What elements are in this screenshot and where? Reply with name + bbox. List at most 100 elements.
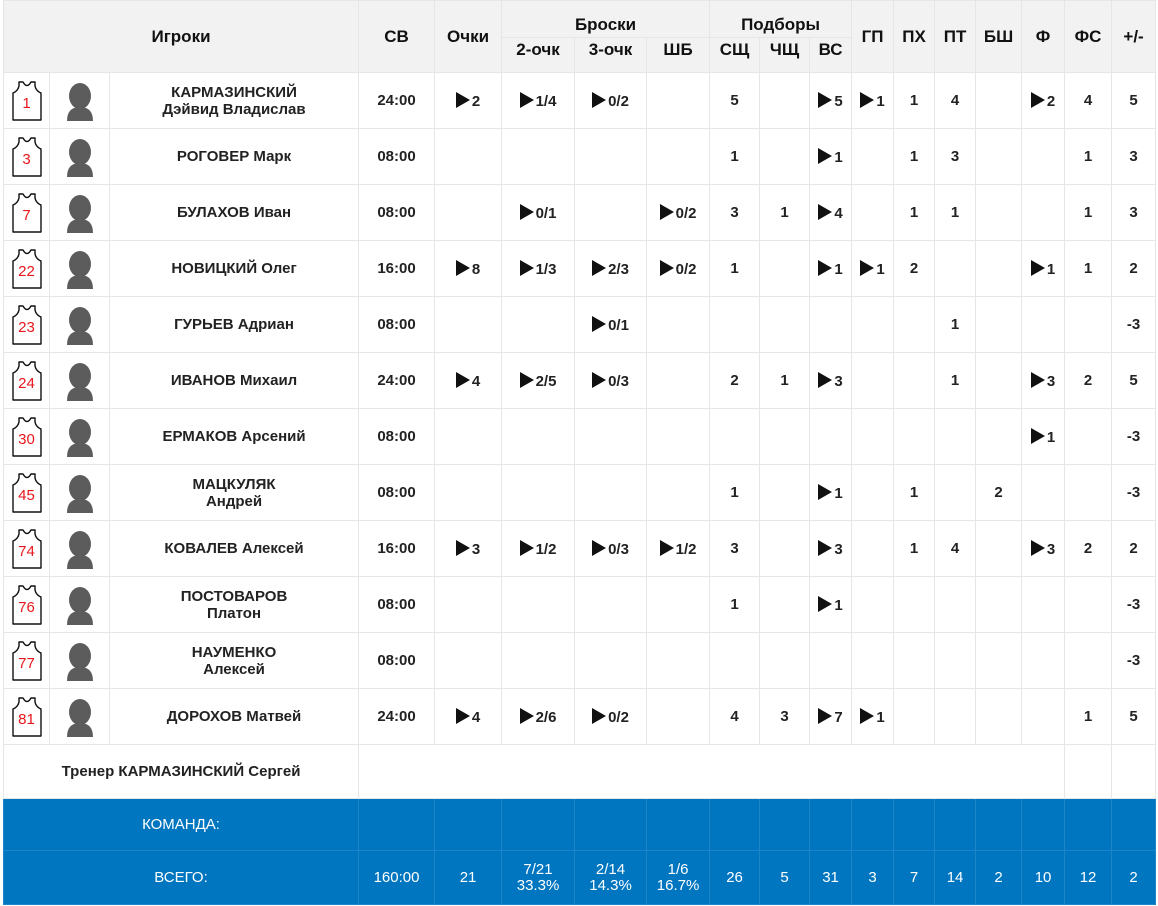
- player-name[interactable]: ИВАНОВ Михаил: [108, 352, 360, 409]
- play-triangle-icon[interactable]: [455, 707, 470, 724]
- col-ft[interactable]: ШБ: [646, 37, 711, 73]
- play-triangle-icon[interactable]: [592, 707, 607, 724]
- stat-ast[interactable]: 1: [851, 688, 895, 745]
- stat-three[interactable]: 0/2: [574, 72, 648, 129]
- play-triangle-icon[interactable]: [592, 371, 607, 388]
- player-name[interactable]: ГУРЬЕВ Адриан: [108, 296, 360, 353]
- col-fouls[interactable]: Ф: [1021, 0, 1066, 73]
- stat-fouls[interactable]: 3: [1021, 520, 1066, 577]
- col-total-reb[interactable]: ВС: [809, 37, 853, 73]
- stat-total-reb[interactable]: 7: [809, 688, 853, 745]
- stat-total-reb[interactable]: 3: [809, 352, 853, 409]
- player-name[interactable]: НАУМЕНКО Алексей: [108, 632, 360, 689]
- stat-fouls[interactable]: 1: [1021, 408, 1066, 465]
- stat-total-reb[interactable]: 1: [809, 240, 853, 297]
- player-name[interactable]: БУЛАХОВ Иван: [108, 184, 360, 241]
- play-triangle-icon[interactable]: [860, 259, 875, 276]
- col-three[interactable]: 3-очк: [574, 37, 648, 73]
- stat-three[interactable]: 0/3: [574, 352, 648, 409]
- player-name[interactable]: НОВИЦКИЙ Олег: [108, 240, 360, 297]
- play-triangle-icon[interactable]: [519, 539, 534, 556]
- play-triangle-icon[interactable]: [592, 259, 607, 276]
- play-triangle-icon[interactable]: [592, 91, 607, 108]
- col-players[interactable]: Игроки: [2, 0, 360, 73]
- play-triangle-icon[interactable]: [818, 483, 833, 500]
- play-triangle-icon[interactable]: [455, 259, 470, 276]
- play-triangle-icon[interactable]: [818, 203, 833, 220]
- stat-two[interactable]: 1/3: [501, 240, 576, 297]
- play-triangle-icon[interactable]: [818, 91, 833, 108]
- play-triangle-icon[interactable]: [1030, 539, 1045, 556]
- stat-fouls[interactable]: 1: [1021, 240, 1066, 297]
- play-triangle-icon[interactable]: [1030, 427, 1045, 444]
- play-triangle-icon[interactable]: [818, 539, 833, 556]
- play-triangle-icon[interactable]: [519, 259, 534, 276]
- col-stl[interactable]: ПХ: [893, 0, 936, 73]
- stat-three[interactable]: 0/1: [574, 296, 648, 353]
- stat-fouls[interactable]: 3: [1021, 352, 1066, 409]
- stat-ast[interactable]: 1: [851, 240, 895, 297]
- player-name[interactable]: КАРМАЗИНСКИЙ Дэйвид Владислав: [108, 72, 360, 129]
- player-name[interactable]: ЕРМАКОВ Арсений: [108, 408, 360, 465]
- col-ast[interactable]: ГП: [851, 0, 895, 73]
- player-name[interactable]: ДОРОХОВ Матвей: [108, 688, 360, 745]
- play-triangle-icon[interactable]: [519, 707, 534, 724]
- stat-total-reb[interactable]: 4: [809, 184, 853, 241]
- stat-two[interactable]: 0/1: [501, 184, 576, 241]
- play-triangle-icon[interactable]: [818, 259, 833, 276]
- player-name[interactable]: КОВАЛЕВ Алексей: [108, 520, 360, 577]
- stat-fouls[interactable]: 2: [1021, 72, 1066, 129]
- stat-two[interactable]: 1/2: [501, 520, 576, 577]
- play-triangle-icon[interactable]: [659, 259, 674, 276]
- play-triangle-icon[interactable]: [860, 707, 875, 724]
- stat-points[interactable]: 2: [434, 72, 503, 129]
- stat-points[interactable]: 4: [434, 352, 503, 409]
- player-name[interactable]: РОГОВЕР Марк: [108, 128, 360, 185]
- play-triangle-icon[interactable]: [818, 707, 833, 724]
- stat-three[interactable]: 0/2: [574, 688, 648, 745]
- stat-total-reb[interactable]: 1: [809, 464, 853, 521]
- play-triangle-icon[interactable]: [519, 371, 534, 388]
- play-triangle-icon[interactable]: [455, 91, 470, 108]
- stat-two[interactable]: 1/4: [501, 72, 576, 129]
- stat-points[interactable]: 8: [434, 240, 503, 297]
- play-triangle-icon[interactable]: [455, 539, 470, 556]
- play-triangle-icon[interactable]: [519, 91, 534, 108]
- stat-two[interactable]: 2/5: [501, 352, 576, 409]
- stat-three[interactable]: 0/3: [574, 520, 648, 577]
- stat-ft[interactable]: 0/2: [646, 184, 711, 241]
- col-points[interactable]: Очки: [434, 0, 503, 73]
- play-triangle-icon[interactable]: [659, 539, 674, 556]
- play-triangle-icon[interactable]: [818, 147, 833, 164]
- stat-three[interactable]: 2/3: [574, 240, 648, 297]
- stat-total-reb[interactable]: 5: [809, 72, 853, 129]
- col-def[interactable]: СЩ: [709, 37, 761, 73]
- stat-ft[interactable]: 1/2: [646, 520, 711, 577]
- play-triangle-icon[interactable]: [1030, 91, 1045, 108]
- stat-total-reb[interactable]: 1: [809, 576, 853, 633]
- col-tov[interactable]: ПТ: [934, 0, 977, 73]
- play-triangle-icon[interactable]: [1030, 259, 1045, 276]
- play-triangle-icon[interactable]: [818, 371, 833, 388]
- stat-two[interactable]: 2/6: [501, 688, 576, 745]
- play-triangle-icon[interactable]: [659, 203, 674, 220]
- play-triangle-icon[interactable]: [592, 315, 607, 332]
- play-triangle-icon[interactable]: [860, 91, 875, 108]
- stat-total-reb[interactable]: 1: [809, 128, 853, 185]
- col-sv[interactable]: СВ: [358, 0, 436, 73]
- col-pm[interactable]: +/-: [1111, 0, 1157, 73]
- col-off[interactable]: ЧЩ: [759, 37, 811, 73]
- col-blk[interactable]: БШ: [975, 0, 1023, 73]
- play-triangle-icon[interactable]: [455, 371, 470, 388]
- stat-points[interactable]: 4: [434, 688, 503, 745]
- play-triangle-icon[interactable]: [818, 595, 833, 612]
- play-triangle-icon[interactable]: [592, 539, 607, 556]
- stat-ft[interactable]: 0/2: [646, 240, 711, 297]
- col-two[interactable]: 2-очк: [501, 37, 576, 73]
- play-triangle-icon[interactable]: [519, 203, 534, 220]
- col-fd[interactable]: ФС: [1064, 0, 1113, 73]
- stat-total-reb[interactable]: 3: [809, 520, 853, 577]
- stat-points[interactable]: 3: [434, 520, 503, 577]
- player-name[interactable]: МАЦКУЛЯК Андрей: [108, 464, 360, 521]
- play-triangle-icon[interactable]: [1030, 371, 1045, 388]
